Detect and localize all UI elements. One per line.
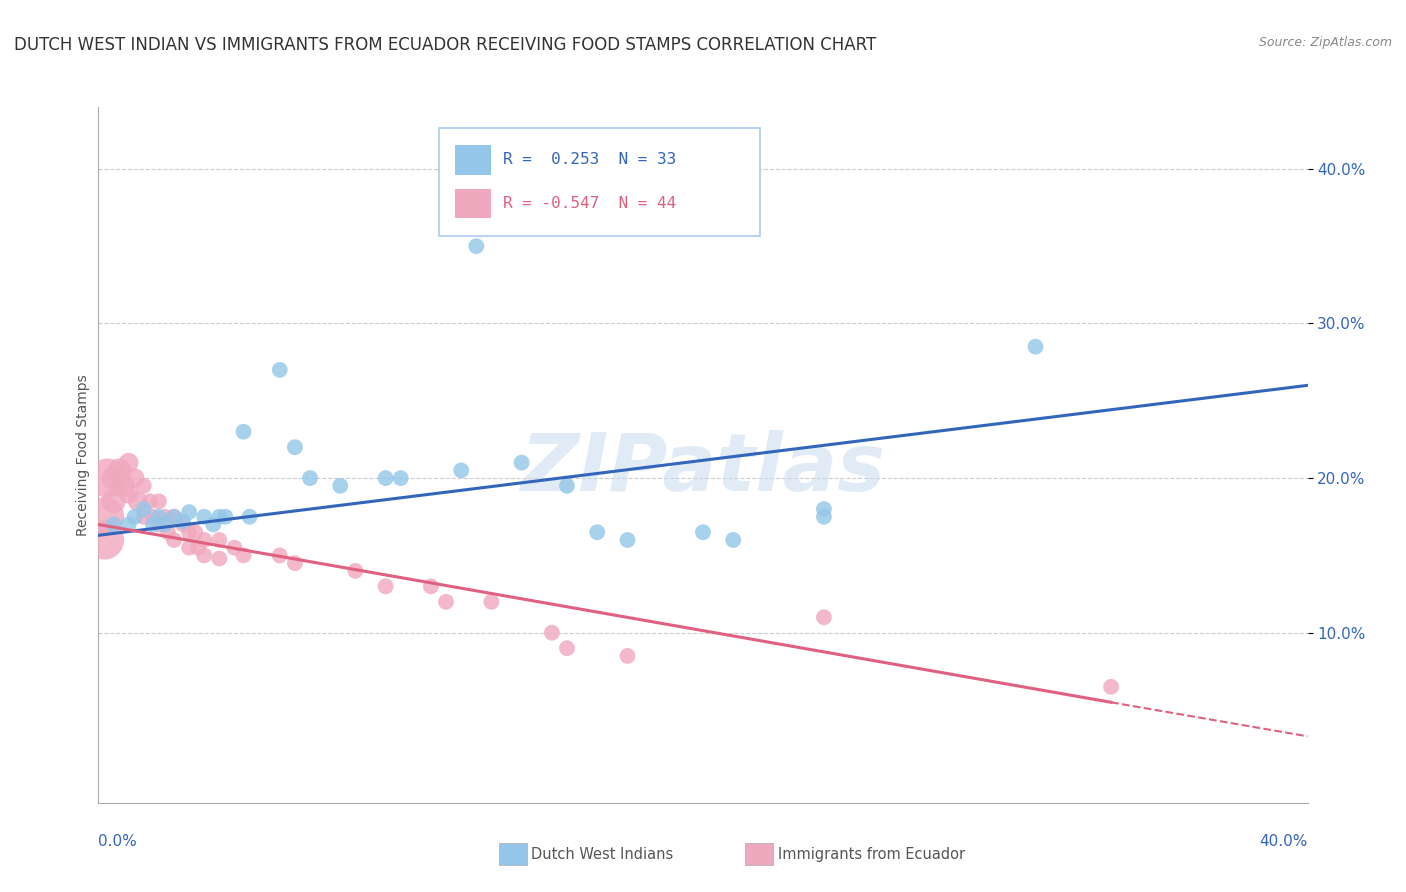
Point — [284, 440, 307, 454]
Point — [118, 456, 141, 470]
Point — [179, 541, 201, 555]
Point — [187, 541, 209, 555]
Point — [616, 533, 638, 547]
Point — [329, 479, 352, 493]
Point — [510, 456, 533, 470]
Bar — [456, 145, 492, 175]
Point — [118, 517, 141, 532]
Point — [193, 509, 215, 524]
Point — [1099, 680, 1122, 694]
Point — [142, 509, 165, 524]
Point — [179, 505, 201, 519]
Point — [184, 525, 207, 540]
Point — [202, 517, 225, 532]
Text: Source: ZipAtlas.com: Source: ZipAtlas.com — [1258, 36, 1392, 49]
Point — [163, 533, 186, 547]
Point — [434, 595, 457, 609]
Bar — [456, 189, 492, 219]
Point — [153, 509, 176, 524]
Point — [193, 533, 215, 547]
Point — [172, 515, 194, 529]
Text: R = -0.547  N = 44: R = -0.547 N = 44 — [503, 195, 676, 211]
Text: 40.0%: 40.0% — [1260, 834, 1308, 849]
Text: ZIPatlas: ZIPatlas — [520, 430, 886, 508]
Point — [224, 541, 246, 555]
Point — [284, 556, 307, 570]
Y-axis label: Receiving Food Stamps: Receiving Food Stamps — [76, 374, 90, 536]
Point — [193, 549, 215, 563]
Point — [118, 486, 141, 500]
Point — [616, 648, 638, 663]
Point — [232, 549, 254, 563]
Point — [103, 471, 125, 485]
Point — [96, 471, 118, 485]
Point — [124, 471, 146, 485]
Point — [1024, 340, 1046, 354]
Point — [124, 509, 146, 524]
Point — [139, 494, 162, 508]
Point — [132, 509, 155, 524]
Text: 0.0%: 0.0% — [98, 834, 138, 849]
Point — [103, 517, 125, 532]
Point — [389, 471, 412, 485]
Point — [450, 463, 472, 477]
Point — [269, 363, 291, 377]
Text: Immigrants from Ecuador: Immigrants from Ecuador — [778, 847, 965, 862]
Point — [813, 610, 835, 624]
Point — [555, 479, 578, 493]
Point — [208, 551, 231, 566]
Point — [179, 525, 201, 540]
Point — [148, 494, 170, 508]
Point — [481, 595, 503, 609]
Point — [93, 509, 115, 524]
Point — [148, 517, 170, 532]
Point — [420, 579, 443, 593]
Point — [108, 463, 131, 477]
Point — [813, 509, 835, 524]
Point — [148, 509, 170, 524]
Point — [103, 494, 125, 508]
Point — [299, 471, 322, 485]
Text: Dutch West Indians: Dutch West Indians — [531, 847, 673, 862]
Point — [374, 579, 396, 593]
FancyBboxPatch shape — [440, 128, 759, 235]
Point — [132, 502, 155, 516]
Text: R =  0.253  N = 33: R = 0.253 N = 33 — [503, 152, 676, 167]
Point — [723, 533, 745, 547]
Point — [540, 625, 562, 640]
Point — [586, 525, 609, 540]
Point — [239, 509, 262, 524]
Point — [208, 509, 231, 524]
Point — [692, 525, 714, 540]
Point — [208, 533, 231, 547]
Point — [344, 564, 367, 578]
Point — [172, 517, 194, 532]
Point — [163, 509, 186, 524]
Point — [269, 549, 291, 563]
Point — [555, 641, 578, 656]
Point — [214, 509, 236, 524]
Point — [156, 525, 179, 540]
Point — [111, 479, 134, 493]
Point — [374, 471, 396, 485]
Point — [465, 239, 488, 253]
Point — [132, 479, 155, 493]
Text: DUTCH WEST INDIAN VS IMMIGRANTS FROM ECUADOR RECEIVING FOOD STAMPS CORRELATION C: DUTCH WEST INDIAN VS IMMIGRANTS FROM ECU… — [14, 36, 876, 54]
Point — [93, 533, 115, 547]
Point — [163, 509, 186, 524]
Point — [153, 517, 176, 532]
Point — [127, 494, 149, 508]
Point — [232, 425, 254, 439]
Point — [813, 502, 835, 516]
Point — [142, 517, 165, 532]
